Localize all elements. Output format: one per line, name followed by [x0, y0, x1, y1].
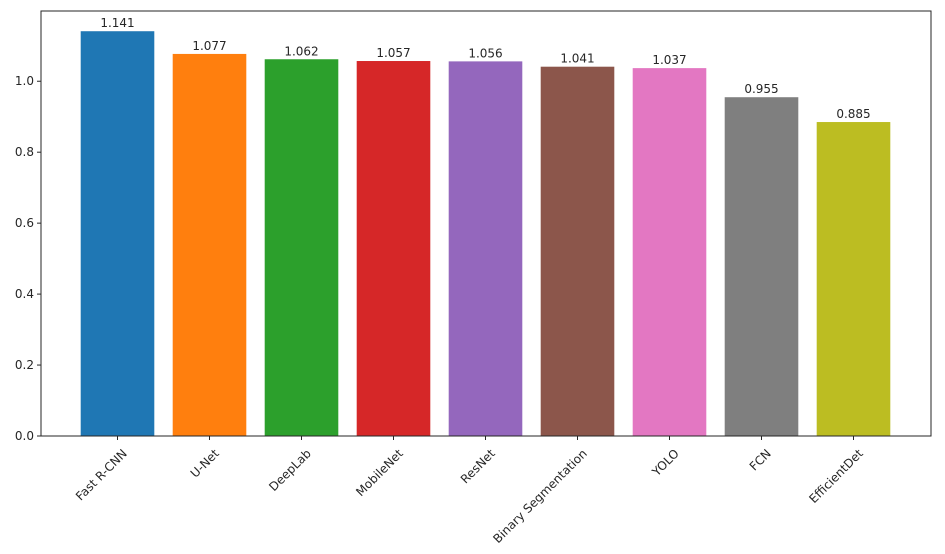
data-label: 1.057 — [376, 46, 410, 60]
x-tick-label: DeepLab — [266, 446, 314, 494]
data-label: 1.062 — [284, 44, 318, 58]
y-tick-label: 0.6 — [15, 216, 34, 230]
data-label: 1.037 — [652, 53, 686, 67]
x-tick-label: MobileNet — [353, 446, 406, 499]
x-tick-label: Binary Segmentation — [490, 446, 590, 546]
data-label: 1.041 — [560, 52, 594, 66]
bar-deeplab — [264, 59, 339, 436]
y-tick-label: 0.2 — [15, 358, 34, 372]
y-tick-label: 0.0 — [15, 429, 34, 443]
plot-frame — [40, 10, 932, 437]
x-tick-label: EfficientDet — [806, 446, 866, 506]
x-tick-label: YOLO — [649, 446, 682, 479]
x-tick-label: FCN — [747, 446, 774, 473]
bar-mobilenet — [356, 61, 431, 437]
bar-yolo — [632, 68, 707, 437]
y-axis: 0.0 0.2 0.4 0.6 0.8 1.0 — [15, 74, 41, 443]
x-tick-label: ResNet — [458, 446, 498, 486]
data-label: 1.077 — [192, 39, 226, 53]
y-tick-label: 0.8 — [15, 145, 34, 159]
bar-efficientdet — [816, 122, 891, 436]
data-label: 1.056 — [468, 46, 502, 60]
bar-resnet — [448, 61, 523, 436]
x-tick-label: U-Net — [188, 446, 222, 480]
data-label: 1.141 — [100, 16, 134, 30]
bar-u-net — [172, 53, 247, 437]
bar-binary-segmentation — [540, 66, 615, 436]
bar-fcn — [724, 97, 799, 437]
data-label: 0.955 — [744, 82, 778, 96]
data-label: 0.885 — [836, 107, 870, 121]
y-tick-label: 1.0 — [15, 74, 34, 88]
value-labels-group: 1.141 1.077 1.062 1.057 1.056 1.041 1.037 0.955… — [100, 16, 870, 121]
bar-fast-r-cnn — [80, 31, 155, 436]
x-tick-label: Fast R-CNN — [73, 446, 130, 503]
x-axis: Fast R-CNN U-Net DeepLab MobileNet ResNetBin… — [73, 436, 866, 546]
bars-group — [80, 31, 891, 437]
y-tick-label: 0.4 — [15, 287, 34, 301]
